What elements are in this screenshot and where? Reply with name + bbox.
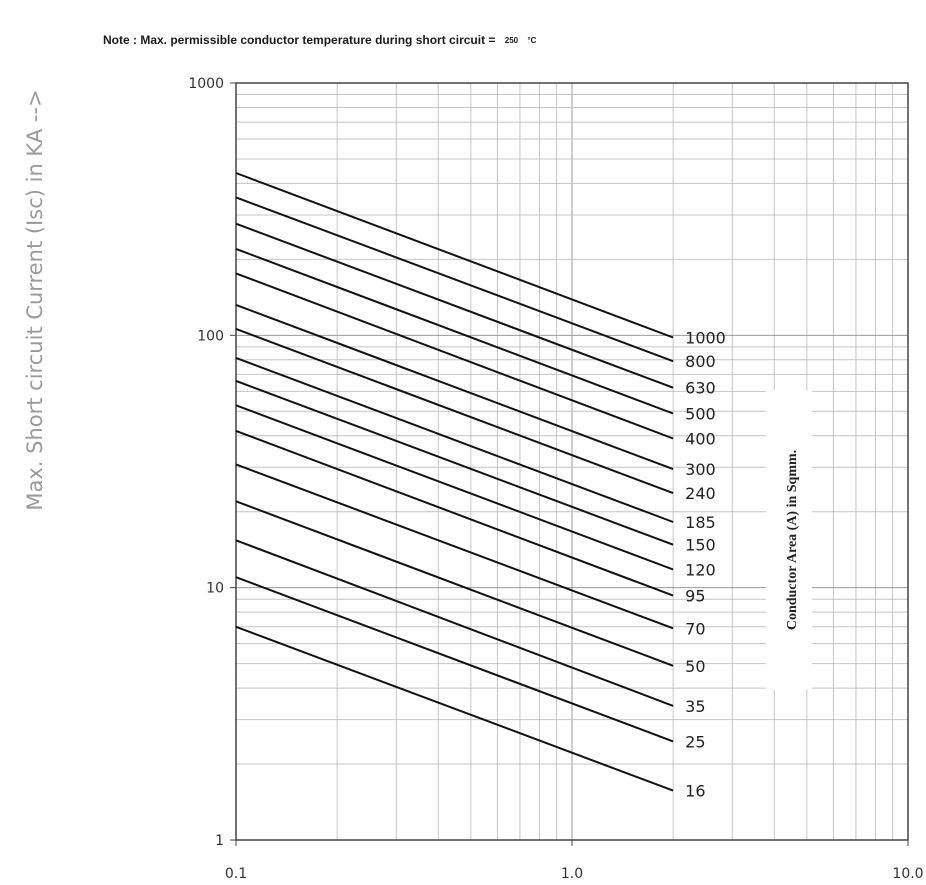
series-label-800: 800 bbox=[685, 352, 716, 371]
series-label-150: 150 bbox=[685, 536, 716, 555]
y-tick-label: 1000 bbox=[188, 76, 224, 92]
series-label-50: 50 bbox=[685, 657, 705, 676]
legend-background bbox=[766, 390, 812, 690]
series-label-240: 240 bbox=[685, 484, 716, 503]
series-line-1000 bbox=[235, 172, 674, 339]
series-line-630 bbox=[235, 222, 674, 389]
series-line-35 bbox=[235, 539, 674, 707]
series-line-500 bbox=[235, 247, 674, 415]
y-tick-label: 10 bbox=[206, 581, 224, 597]
y-tick-label: 100 bbox=[197, 328, 224, 344]
note-unit: °C bbox=[527, 36, 537, 45]
x-tick-label: 10.0 bbox=[892, 866, 923, 882]
series-label-16: 16 bbox=[685, 782, 705, 801]
series-line-185 bbox=[235, 356, 674, 523]
series-line-70 bbox=[235, 463, 674, 630]
series-label-25: 25 bbox=[685, 732, 705, 751]
series-line-240 bbox=[235, 327, 674, 495]
series-label-35: 35 bbox=[685, 697, 705, 716]
note-text: Note : Max. permissible conductor temper… bbox=[103, 33, 496, 47]
series-line-16 bbox=[235, 625, 674, 792]
series-label-400: 400 bbox=[685, 430, 716, 449]
series-line-150 bbox=[235, 379, 674, 546]
series-line-50 bbox=[235, 500, 674, 667]
note-temperature: 250 bbox=[504, 36, 519, 45]
x-tick-label: 1.0 bbox=[561, 866, 583, 882]
tick-labels: 0.1 1.0 10.0 1 10 100 1000 bbox=[188, 76, 923, 882]
series-label-70: 70 bbox=[685, 619, 705, 638]
series-line-120 bbox=[235, 404, 674, 571]
series-line-300 bbox=[235, 303, 674, 471]
series-lines bbox=[235, 172, 674, 792]
series-line-800 bbox=[235, 196, 674, 363]
series-line-95 bbox=[235, 429, 674, 597]
chart-note: Note : Max. permissible conductor temper… bbox=[103, 33, 536, 47]
series-label-185: 185 bbox=[685, 513, 716, 532]
series-label-500: 500 bbox=[685, 405, 716, 424]
series-label-300: 300 bbox=[685, 460, 716, 479]
series-label-120: 120 bbox=[685, 561, 716, 580]
series-label-95: 95 bbox=[685, 587, 705, 606]
series-line-400 bbox=[235, 272, 674, 440]
series-label-1000: 1000 bbox=[685, 329, 726, 348]
series-line-25 bbox=[235, 576, 674, 743]
y-tick-label: 1 bbox=[215, 833, 224, 849]
legend-title: Conductor Area (A) in Sqmm. bbox=[785, 450, 800, 630]
series-label-630: 630 bbox=[685, 379, 716, 398]
x-tick-label: 0.1 bbox=[225, 866, 247, 882]
series-labels: 1000 800 630 500 400 300 240 185 150 120 95 70 50 35 2… bbox=[685, 329, 726, 801]
